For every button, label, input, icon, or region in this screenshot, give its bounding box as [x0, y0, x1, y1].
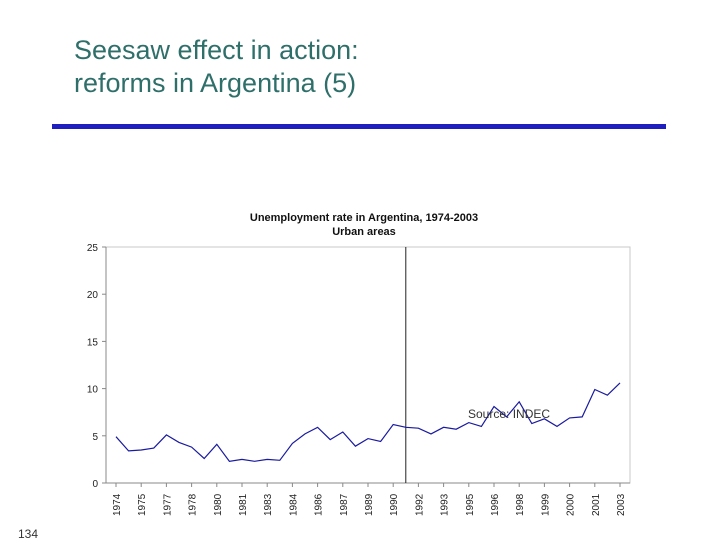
x-tick-label: 1998	[515, 493, 526, 516]
title-underline	[52, 124, 666, 129]
page-number: 134	[18, 527, 39, 541]
x-tick-label: 1986	[314, 493, 325, 516]
slide-title-line-2: reforms in Argentina (5)	[74, 68, 357, 98]
y-tick-label: 5	[92, 432, 98, 443]
x-tick-label: 1993	[440, 493, 451, 516]
chart-subtitle: Urban areas	[332, 226, 396, 238]
y-tick-label: 0	[92, 479, 98, 490]
x-tick-label: 1999	[540, 493, 551, 516]
unemployment-series-line	[115, 382, 621, 462]
x-tick-label: 1984	[288, 493, 299, 516]
x-tick-label: 2000	[566, 493, 577, 516]
plot-frame	[105, 246, 631, 484]
x-tick-label: 1995	[465, 493, 476, 516]
y-tick-label: 15	[87, 337, 99, 348]
y-tick-label: 25	[87, 243, 99, 254]
source-annotation: Source: INDEC	[468, 407, 550, 421]
x-tick-label: 1977	[162, 493, 173, 516]
x-tick-label: 1978	[188, 493, 199, 516]
chart-title: Unemployment rate in Argentina, 1974-200…	[250, 212, 478, 224]
x-tick-label: 1983	[263, 493, 274, 516]
slide-title: Seesaw effect in action: reforms in Arge…	[74, 34, 634, 100]
x-tick-label: 1975	[137, 493, 148, 516]
x-tick-label: 2001	[591, 493, 602, 516]
x-tick-label: 1974	[112, 493, 123, 516]
x-tick-label: 2003	[616, 493, 627, 516]
x-tick-label: 1990	[389, 493, 400, 516]
x-tick-label: 1980	[213, 493, 224, 516]
x-tick-label: 1981	[238, 493, 249, 516]
x-tick-label: 1989	[364, 493, 375, 516]
plot-area: 0 5 10 15 20 25 1974 1975 1977 1978 1980 1981 1983 19…	[87, 243, 631, 516]
x-tick-label: 1996	[490, 493, 501, 516]
y-tick-label: 20	[87, 290, 99, 301]
y-tick-label: 10	[87, 385, 99, 396]
slide-title-line-1: Seesaw effect in action:	[74, 35, 359, 65]
x-tick-label: 1992	[414, 493, 425, 516]
x-tick-label: 1987	[339, 493, 350, 516]
